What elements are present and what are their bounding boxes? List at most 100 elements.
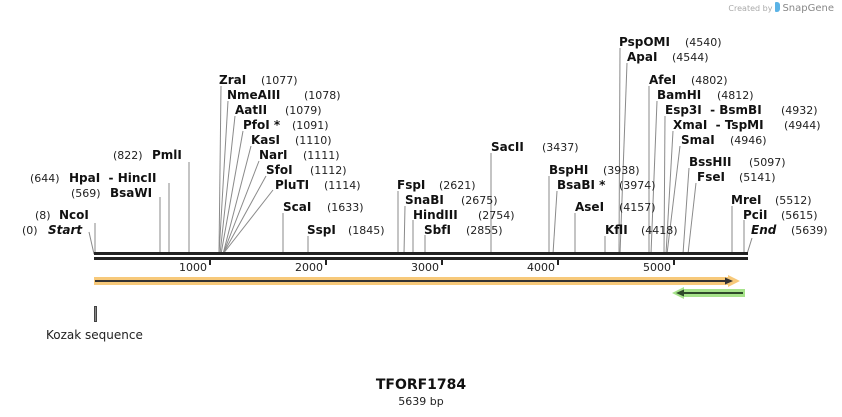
site-name-sbfi[interactable]: SbfI: [424, 223, 451, 237]
site-name-pspomi[interactable]: PspOMI: [619, 35, 670, 49]
site-name-hpai-hincii[interactable]: HpaI - HincII: [69, 171, 156, 185]
site-name-bsshii[interactable]: BssHII: [689, 155, 731, 169]
site-name-nari[interactable]: NarI: [259, 148, 288, 162]
site-name-bsabi[interactable]: BsaBI *: [557, 178, 606, 192]
leader-pluti: [222, 189, 274, 255]
site-pos: (5097): [749, 156, 786, 169]
tick-5000: [673, 260, 675, 265]
site-pos: (5512): [775, 194, 812, 207]
site-pos: (1110): [295, 134, 332, 147]
site-pos: (4418): [641, 224, 678, 237]
site-pos: (1633): [327, 201, 364, 214]
site-name-esp3i-bsmbi[interactable]: Esp3I - BsmBI: [665, 103, 762, 117]
site-pos: (4932): [781, 104, 818, 117]
site-pos: (3437): [542, 141, 579, 154]
orf-forward-feature[interactable]: [94, 275, 740, 287]
tick-3000: [441, 260, 443, 265]
site-pos: (644): [30, 172, 60, 185]
leader-sfoi: [222, 175, 267, 255]
site-pos: (2754): [478, 209, 515, 222]
tick-label: 5000: [643, 261, 671, 274]
site-name-apai[interactable]: ApaI: [627, 50, 657, 64]
site-name-end: End: [751, 223, 777, 237]
axis-ticks: [209, 260, 675, 265]
kozak-label: Kozak sequence: [46, 328, 143, 342]
credit-prefix: Created by: [728, 4, 773, 13]
leader-nmeaiii: [218, 100, 229, 255]
site-name-smai[interactable]: SmaI: [681, 133, 715, 147]
site-name-fspi[interactable]: FspI: [397, 178, 425, 192]
backbone-bottom-strand: [94, 257, 748, 260]
site-name-ncoi[interactable]: NcoI: [59, 208, 89, 222]
leader-snabi: [403, 205, 406, 255]
site-pos: (1077): [261, 74, 298, 87]
reverse-feature[interactable]: [672, 287, 745, 299]
orf-arrowhead-icon: [725, 277, 733, 285]
site-pos: (2675): [461, 194, 498, 207]
orf-core-line: [95, 280, 725, 282]
tick-label: 2000: [295, 261, 323, 274]
site-pos: (4802): [691, 74, 728, 87]
leader-esp3i: [663, 115, 666, 255]
snapgene-logo-icon: [775, 2, 781, 12]
leader-fsei: [687, 182, 697, 255]
site-name-asei[interactable]: AseI: [575, 200, 604, 214]
site-pos: (822): [113, 149, 143, 162]
site-name-sspi[interactable]: SspI: [307, 223, 336, 237]
axis-tick-labels: 1000 2000 3000 4000 5000: [179, 261, 671, 274]
site-pos: (5615): [781, 209, 818, 222]
leader-zrai: [218, 85, 222, 255]
site-pos: (1114): [324, 179, 361, 192]
leader-xmai: [665, 130, 674, 255]
leader-pspomi: [618, 47, 621, 255]
reverse-core-line: [683, 292, 743, 294]
site-pos: (4944): [784, 119, 821, 132]
tick-2000: [325, 260, 327, 265]
site-name-snabi[interactable]: SnaBI: [405, 193, 444, 207]
site-pos: (569): [71, 187, 101, 200]
site-name-aatii[interactable]: AatII: [235, 103, 267, 117]
backbone-top-strand: [94, 252, 748, 255]
site-name-fsei[interactable]: FseI: [697, 170, 725, 184]
site-pos: (2621): [439, 179, 476, 192]
site-pos: (1845): [348, 224, 385, 237]
leader-pfoi: [220, 130, 244, 255]
leader-kasi: [222, 145, 252, 255]
site-pos: (2855): [466, 224, 503, 237]
site-pos: (4946): [730, 134, 767, 147]
site-name-zrai[interactable]: ZraI: [219, 73, 246, 87]
site-name-kfli[interactable]: KflI: [605, 223, 628, 237]
site-pos: (1079): [285, 104, 322, 117]
site-name-bsawi[interactable]: BsaWI: [110, 186, 152, 200]
site-name-sfoi[interactable]: SfoI: [266, 163, 293, 177]
site-name-mrei[interactable]: MreI: [731, 193, 761, 207]
site-name-pcii[interactable]: PciI: [743, 208, 768, 222]
leader-start: [88, 231, 95, 255]
site-name-start: Start: [48, 223, 83, 237]
tick-label: 4000: [527, 261, 555, 274]
site-pos: (4544): [672, 51, 709, 64]
site-pos: (3974): [619, 179, 656, 192]
site-name-pluti[interactable]: PluTI: [275, 178, 309, 192]
site-pos: (1091): [292, 119, 329, 132]
site-name-xmai-tspmi[interactable]: XmaI - TspMI: [673, 118, 764, 132]
leader-bamhi: [650, 100, 658, 255]
site-name-pfoi[interactable]: PfoI *: [243, 118, 281, 132]
site-pos: (3938): [603, 164, 640, 177]
leader-end: [746, 237, 753, 255]
site-name-pmli[interactable]: PmlI: [152, 148, 182, 162]
site-pos: (8): [35, 209, 51, 222]
snapgene-credit: Created by SnapGene: [728, 2, 834, 14]
site-name-bamhi[interactable]: BamHI: [657, 88, 701, 102]
site-pos: (0): [22, 224, 38, 237]
leader-lines: [88, 47, 753, 255]
kozak-marker[interactable]: [94, 306, 97, 322]
site-name-sacii[interactable]: SacII: [491, 140, 524, 154]
site-name-bsphi[interactable]: BspHI: [549, 163, 588, 177]
site-name-afei[interactable]: AfeI: [649, 73, 676, 87]
site-name-kasi[interactable]: KasI: [251, 133, 280, 147]
site-name-scai[interactable]: ScaI: [283, 200, 311, 214]
site-name-nmeaiii[interactable]: NmeAIII: [227, 88, 280, 102]
site-name-hindiii[interactable]: HindIII: [413, 208, 458, 222]
